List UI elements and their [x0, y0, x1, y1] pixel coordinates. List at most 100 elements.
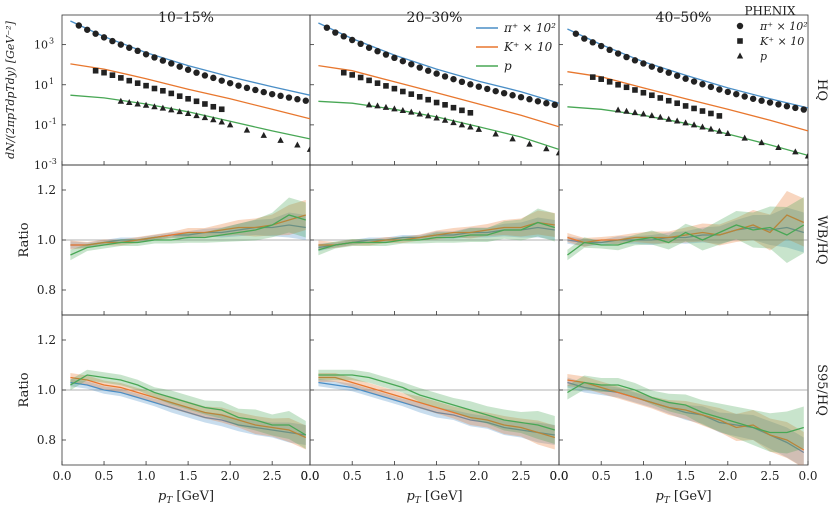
- proton-data-point: [441, 116, 449, 123]
- pion-data-point: [109, 37, 116, 45]
- proton-data-point: [134, 100, 141, 107]
- proton-data-point: [433, 114, 440, 121]
- kaon-data-point: [665, 97, 672, 104]
- xtick-label-c0-5: 2.5: [263, 469, 282, 483]
- pion-data-point: [357, 40, 364, 48]
- proton-data-point: [682, 119, 689, 126]
- panel-frame-r0-c1: [309, 14, 560, 166]
- proton-data-point: [193, 112, 200, 119]
- ytick-label-r2-0: 0.8: [37, 433, 56, 447]
- pion-data-point: [201, 72, 209, 79]
- pion-data-point: [424, 67, 432, 74]
- ytick-label-r0-0: 10: [34, 159, 48, 172]
- kaon-data-point: [193, 98, 200, 105]
- pion-data-point: [534, 98, 542, 105]
- pion-data-point: [408, 61, 415, 68]
- proton-data-point: [467, 123, 474, 130]
- proton-data-point: [716, 127, 723, 134]
- kaon-uncertainty-band-r2-c1: [318, 373, 555, 450]
- ytick-exp-r0-3: 3: [49, 37, 54, 46]
- proton-data-point: [657, 113, 664, 120]
- column-title-2: 40–50%: [656, 10, 712, 26]
- proton-data-point: [151, 103, 158, 110]
- xtick-label-c1-6: 0.0: [549, 469, 568, 483]
- proton-data-point: [509, 135, 516, 142]
- ratio-panel-r1-c0: [70, 197, 306, 261]
- pion-data-point: [733, 90, 740, 98]
- xtick-label-c0-4: 2.0: [221, 469, 240, 483]
- kaon-data-point: [101, 69, 107, 76]
- legend-model-label-1: K⁺ × 10: [503, 40, 553, 54]
- proton-data-point: [690, 121, 698, 128]
- kaon-data-point: [134, 80, 141, 86]
- kaon-model-line-c1: [318, 64, 559, 128]
- pion-data-point: [382, 51, 390, 58]
- kaon-data-point: [185, 95, 191, 102]
- kaon-data-point: [450, 104, 457, 111]
- pion-data-point: [648, 63, 656, 70]
- kaon-data-point: [92, 67, 99, 74]
- pion-data-point: [800, 106, 807, 113]
- ytick-exp-r0-2: 1: [49, 77, 54, 86]
- legend-data-marker-triangle: [736, 52, 744, 59]
- xtick-label-c2-0: 0.0: [549, 469, 568, 483]
- pion-data-point: [598, 42, 605, 50]
- pion-data-point: [302, 97, 309, 104]
- pion-data-point: [142, 51, 150, 58]
- xtick-label-c2-2: 1.0: [634, 469, 653, 483]
- panel-frame-r0-c0: [61, 14, 311, 166]
- kaon-data-point: [598, 76, 605, 82]
- pion-data-point: [673, 72, 681, 79]
- proton-uncertainty-band-r2-c0: [70, 369, 306, 449]
- proton-data-point: [226, 121, 234, 128]
- proton-data-point: [382, 103, 390, 110]
- proton-data-point: [640, 110, 647, 117]
- kaon-ratio-line-r2-c2: [567, 379, 805, 451]
- pion-data-point: [151, 54, 158, 61]
- kaon-data-point: [606, 79, 613, 85]
- proton-data-point: [792, 148, 799, 155]
- ytick-label-r0-3: 10: [34, 39, 48, 52]
- kaon-uncertainty-band-r2-c0: [70, 373, 306, 450]
- pion-data-point: [433, 70, 440, 77]
- kaon-data-point: [589, 74, 596, 80]
- kaon-data-point: [109, 72, 116, 78]
- pion-data-point: [526, 96, 533, 103]
- kaon-data-point: [467, 109, 474, 116]
- proton-data-point: [159, 104, 167, 111]
- proton-data-point: [142, 101, 150, 108]
- pion-ratio-line-r1-c2: [567, 226, 804, 244]
- kaon-data-point: [691, 105, 697, 112]
- ratio-panel-r2-c0: [70, 369, 307, 450]
- xtick-label-c0-6: 0.0: [300, 469, 319, 483]
- proton-data-point: [260, 131, 267, 138]
- proton-data-point: [306, 145, 310, 152]
- xtick-label-c1-1: 0.5: [343, 469, 362, 483]
- pion-data-point: [716, 86, 723, 93]
- pion-data-point: [176, 63, 183, 70]
- proton-ratio-line-r2-c2: [567, 381, 804, 434]
- pion-data-point: [268, 90, 276, 98]
- pion-data-point: [707, 83, 715, 91]
- pion-data-point: [640, 60, 647, 67]
- kaon-uncertainty-band-r1-c2: [567, 191, 804, 251]
- proton-data-point: [555, 149, 559, 156]
- xlabel-c0: pT [GeV]: [158, 489, 214, 506]
- pion-data-point: [365, 44, 373, 51]
- legend-model-label-2: p: [504, 59, 512, 73]
- pion-data-point: [332, 29, 339, 36]
- pion-data-point: [210, 74, 217, 82]
- xtick-label-c2-1: 0.5: [592, 469, 611, 483]
- proton-data-point: [294, 141, 301, 148]
- ytick-label-r1-1: 1.0: [37, 233, 56, 247]
- kaon-data-point: [176, 93, 183, 99]
- pion-data-point: [92, 30, 99, 37]
- pion-data-point: [589, 39, 596, 46]
- pion-data-point: [184, 66, 192, 73]
- legend-data-label-0: π⁺ × 10²: [759, 20, 808, 33]
- pion-data-point: [277, 92, 284, 100]
- pion-data-point: [792, 104, 799, 112]
- proton-data-point: [399, 107, 407, 114]
- ratio-panel-r1-c1: [318, 208, 555, 256]
- proton-data-point: [623, 107, 630, 114]
